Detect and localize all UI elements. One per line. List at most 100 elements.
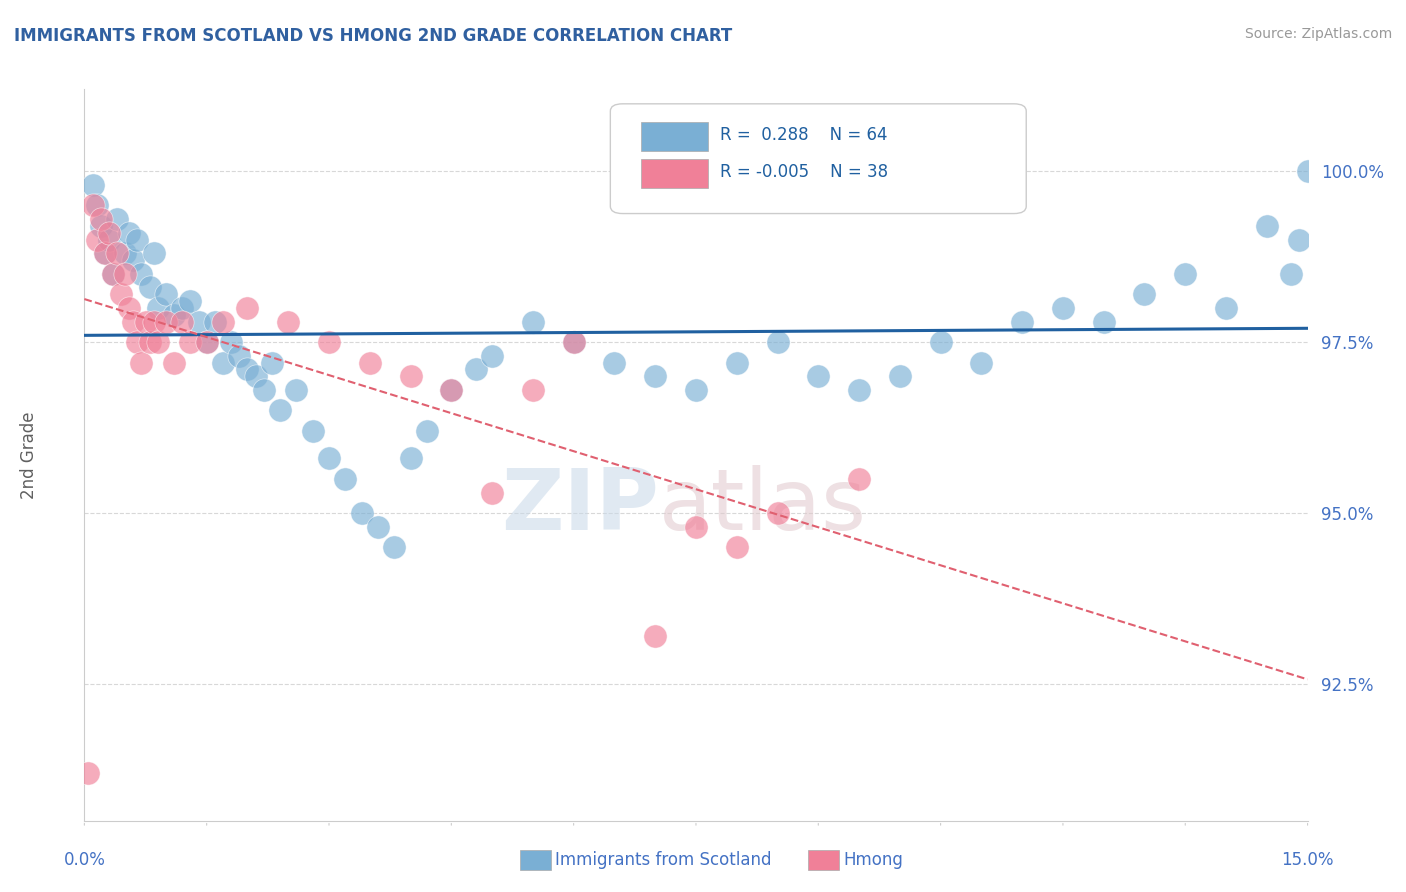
Point xyxy=(101,267,124,281)
Point xyxy=(399,451,422,466)
FancyBboxPatch shape xyxy=(641,122,709,152)
Point xyxy=(644,629,666,643)
FancyBboxPatch shape xyxy=(610,103,1026,213)
Point xyxy=(97,226,120,240)
Point xyxy=(118,301,141,315)
Point xyxy=(929,335,952,350)
Point xyxy=(135,315,157,329)
Point xyxy=(138,280,160,294)
Point xyxy=(440,383,463,397)
Point xyxy=(562,335,585,350)
Point xyxy=(172,301,194,315)
Point xyxy=(522,315,544,329)
Point xyxy=(350,506,373,520)
Point xyxy=(685,519,707,533)
Point xyxy=(122,253,145,268)
Point xyxy=(335,472,357,486)
Point xyxy=(481,349,503,363)
Point xyxy=(464,362,486,376)
Point xyxy=(644,369,666,384)
Point xyxy=(127,335,149,350)
Point xyxy=(725,540,748,554)
Point xyxy=(163,356,186,370)
Text: IMMIGRANTS FROM SCOTLAND VS HMONG 2ND GRADE CORRELATION CHART: IMMIGRANTS FROM SCOTLAND VS HMONG 2ND GR… xyxy=(14,27,733,45)
Point xyxy=(195,335,218,350)
Point xyxy=(1011,315,1033,329)
Point xyxy=(277,315,299,329)
Point xyxy=(889,369,911,384)
Point xyxy=(204,315,226,329)
Point xyxy=(101,267,124,281)
Point xyxy=(359,356,381,370)
Point xyxy=(172,315,194,329)
Point xyxy=(155,315,177,329)
Point xyxy=(138,335,160,350)
Point xyxy=(86,198,108,212)
Point xyxy=(1133,287,1156,301)
Point xyxy=(127,233,149,247)
Point xyxy=(77,765,100,780)
Text: Immigrants from Scotland: Immigrants from Scotland xyxy=(555,851,772,869)
Point xyxy=(1256,219,1278,233)
Point xyxy=(1092,315,1115,329)
Point xyxy=(219,335,242,350)
Point xyxy=(1052,301,1074,315)
Point xyxy=(970,356,993,370)
Text: ZIP: ZIP xyxy=(502,465,659,548)
Point xyxy=(212,356,235,370)
Point xyxy=(114,267,136,281)
Point xyxy=(318,335,340,350)
Point xyxy=(142,246,165,260)
Point xyxy=(1215,301,1237,315)
Point xyxy=(155,287,177,301)
Point xyxy=(725,356,748,370)
Text: atlas: atlas xyxy=(659,465,868,548)
Point xyxy=(1296,164,1319,178)
Point xyxy=(245,369,267,384)
Point xyxy=(807,369,830,384)
Text: Source: ZipAtlas.com: Source: ZipAtlas.com xyxy=(1244,27,1392,41)
Point xyxy=(416,424,439,438)
Point xyxy=(82,178,104,192)
Point xyxy=(131,356,153,370)
Point xyxy=(82,198,104,212)
Point xyxy=(114,246,136,260)
Point xyxy=(236,301,259,315)
FancyBboxPatch shape xyxy=(641,159,709,188)
Point xyxy=(90,219,112,233)
Point xyxy=(195,335,218,350)
Text: R = -0.005    N = 38: R = -0.005 N = 38 xyxy=(720,163,889,181)
Point xyxy=(367,519,389,533)
Point xyxy=(179,294,201,309)
Point xyxy=(187,315,209,329)
Point xyxy=(236,362,259,376)
Point xyxy=(163,308,186,322)
Text: Hmong: Hmong xyxy=(844,851,904,869)
Point xyxy=(685,383,707,397)
Point xyxy=(212,315,235,329)
Point xyxy=(118,226,141,240)
Point xyxy=(93,246,115,260)
Text: 15.0%: 15.0% xyxy=(1281,851,1334,869)
Point xyxy=(318,451,340,466)
Point xyxy=(603,356,626,370)
Point xyxy=(260,356,283,370)
Point xyxy=(1174,267,1197,281)
Point xyxy=(146,301,169,315)
Point xyxy=(90,212,112,227)
Point xyxy=(301,424,323,438)
Point xyxy=(848,383,870,397)
Point xyxy=(93,246,115,260)
Text: 0.0%: 0.0% xyxy=(63,851,105,869)
Point xyxy=(399,369,422,384)
Point xyxy=(110,287,132,301)
Point xyxy=(142,315,165,329)
Point xyxy=(146,335,169,350)
Point xyxy=(522,383,544,397)
Point xyxy=(1279,267,1302,281)
Point xyxy=(481,485,503,500)
Point xyxy=(105,246,128,260)
Text: 2nd Grade: 2nd Grade xyxy=(20,411,38,499)
Point xyxy=(562,335,585,350)
Point xyxy=(253,383,276,397)
